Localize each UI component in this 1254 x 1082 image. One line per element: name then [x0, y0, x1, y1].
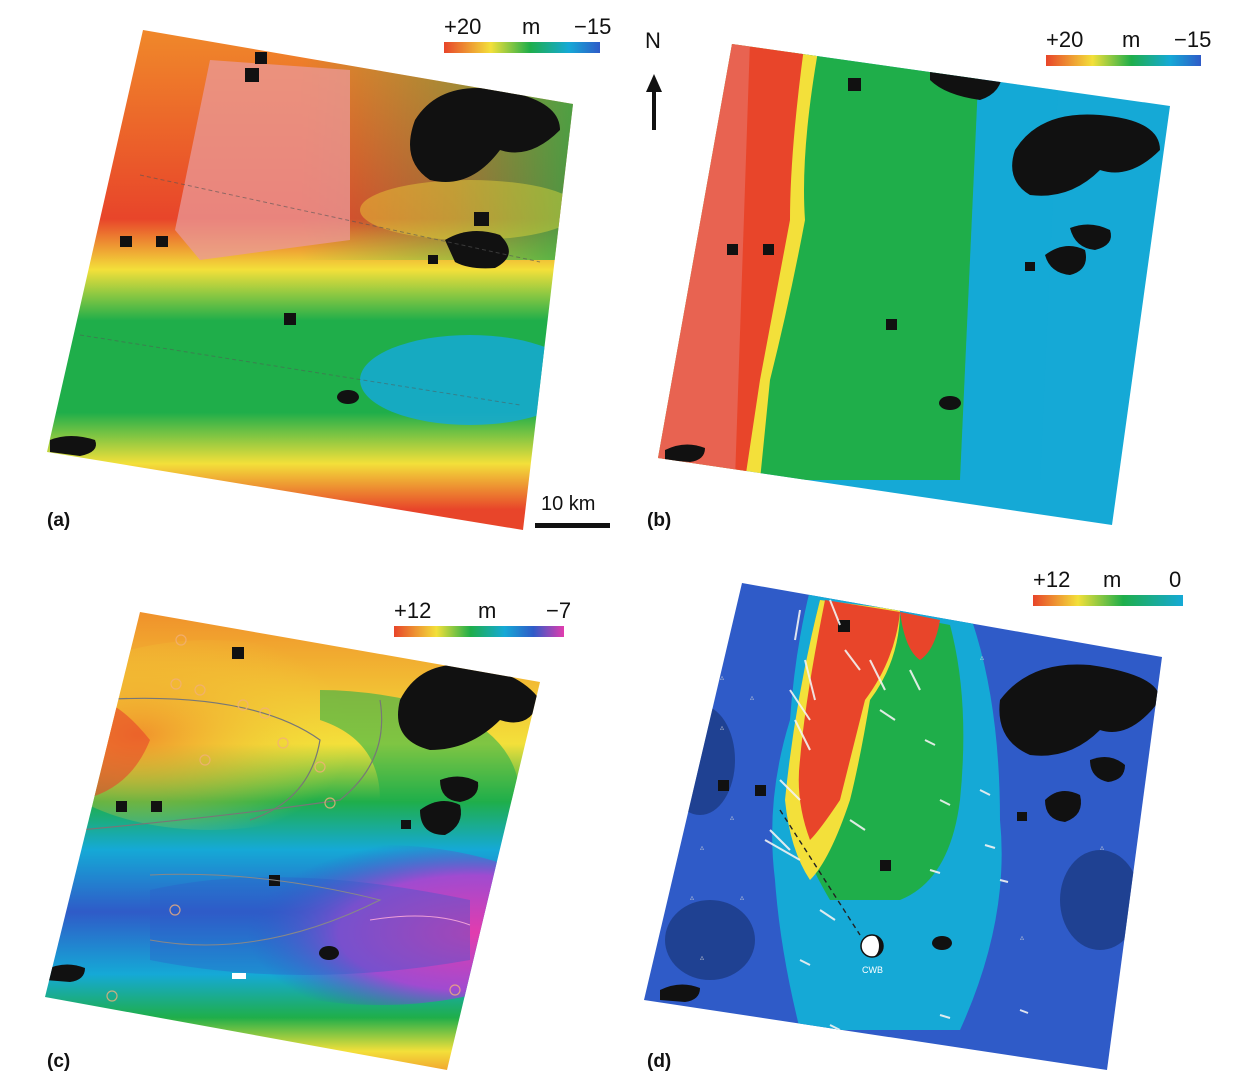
- north-arrow-shaft: [652, 90, 656, 130]
- svg-text:▵: ▵: [720, 673, 724, 682]
- svg-text:▵: ▵: [690, 713, 694, 722]
- panel-a-legend: +20 m −15: [444, 14, 611, 54]
- scale-bar-label: 10 km: [541, 493, 596, 515]
- legend-max-label: +20: [444, 14, 482, 39]
- svg-text:▵: ▵: [720, 723, 724, 732]
- panel-b-label: (b): [647, 510, 672, 531]
- svg-text:▵: ▵: [730, 813, 734, 822]
- scale-bar-line: [535, 523, 610, 528]
- north-letter: N: [645, 28, 661, 53]
- legend-max-label: +12: [394, 598, 432, 623]
- legend-colorbar: [1046, 55, 1201, 66]
- legend-unit-label: m: [478, 598, 497, 623]
- north-arrow-head: [646, 74, 662, 92]
- panel-a-label: (a): [47, 510, 71, 531]
- north-arrow-icon: N: [643, 28, 667, 132]
- panel-c-label: (c): [47, 1051, 71, 1072]
- svg-text:▵: ▵: [980, 653, 984, 662]
- legend-colorbar: [394, 626, 564, 637]
- focal-mechanism-icon: [860, 934, 884, 958]
- panel-b-legend: +20 m −15: [1046, 27, 1211, 67]
- svg-text:▵: ▵: [700, 953, 704, 962]
- legend-min-label: −7: [546, 598, 572, 623]
- panel-d-legend: +12 m 0: [1033, 567, 1183, 607]
- svg-text:▵: ▵: [700, 843, 704, 852]
- svg-text:▵: ▵: [690, 893, 694, 902]
- legend-min-label: −15: [1174, 27, 1212, 52]
- station-label: CWB: [862, 965, 883, 975]
- legend-max-label: +12: [1033, 567, 1071, 592]
- legend-min-label: −15: [574, 14, 612, 39]
- scale-bar: 10 km: [535, 493, 610, 533]
- legend-unit-label: m: [1103, 567, 1122, 592]
- panel-d-label: (d): [647, 1051, 672, 1072]
- legend-colorbar: [1033, 595, 1183, 606]
- svg-text:▵: ▵: [740, 893, 744, 902]
- svg-text:▵: ▵: [1020, 933, 1024, 942]
- panel-c-legend: +12 m −7: [394, 598, 571, 638]
- legend-min-label: 0: [1169, 567, 1182, 592]
- legend-max-label: +20: [1046, 27, 1084, 52]
- svg-text:▵: ▵: [1100, 843, 1104, 852]
- legend-unit-label: m: [522, 14, 541, 39]
- svg-text:▵: ▵: [750, 693, 754, 702]
- legend-colorbar: [444, 42, 600, 53]
- legend-unit-label: m: [1122, 27, 1141, 52]
